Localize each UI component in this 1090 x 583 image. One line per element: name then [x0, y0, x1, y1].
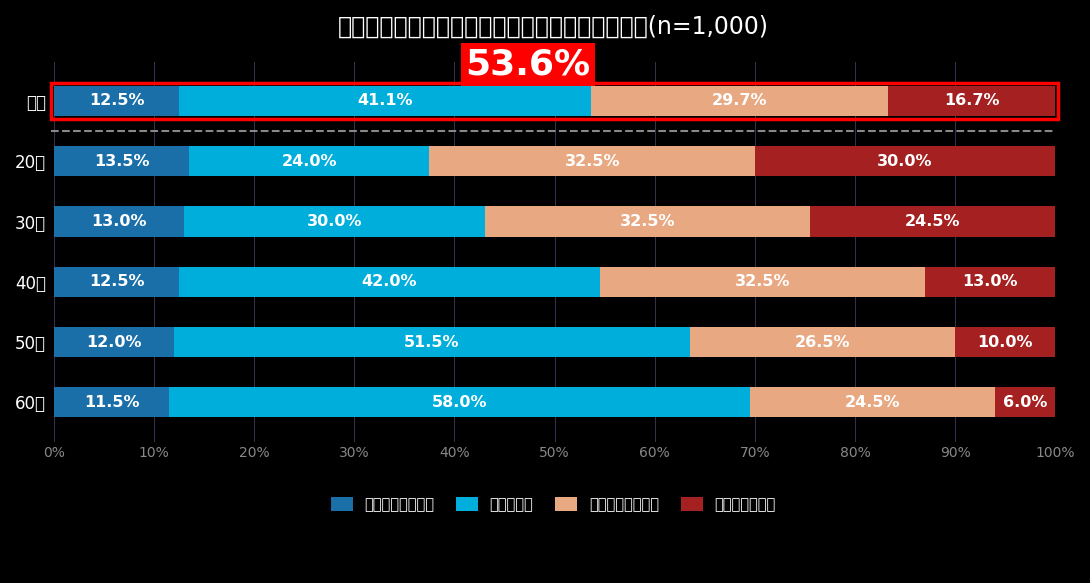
Text: 13.0%: 13.0%	[962, 275, 1018, 289]
Text: 51.5%: 51.5%	[404, 335, 460, 350]
Bar	[174, 327, 690, 357]
Bar	[51, 83, 1058, 119]
Text: 32.5%: 32.5%	[565, 154, 620, 168]
Bar	[690, 327, 955, 357]
Bar	[190, 146, 429, 176]
Text: 12.5%: 12.5%	[88, 93, 144, 108]
Text: 58.0%: 58.0%	[432, 395, 487, 410]
Text: 10.0%: 10.0%	[978, 335, 1033, 350]
Text: 13.5%: 13.5%	[94, 154, 149, 168]
Title: あなたは環境問題にどの程度関心がありますか？(n=1,000): あなたは環境問題にどの程度関心がありますか？(n=1,000)	[338, 15, 768, 39]
Text: 6.0%: 6.0%	[1003, 395, 1047, 410]
Text: 24.0%: 24.0%	[281, 154, 337, 168]
Bar	[179, 267, 600, 297]
Bar	[54, 327, 174, 357]
Text: 42.0%: 42.0%	[362, 275, 417, 289]
Text: 29.7%: 29.7%	[712, 93, 767, 108]
Bar	[888, 86, 1055, 116]
Text: 41.1%: 41.1%	[358, 93, 413, 108]
Bar	[179, 86, 591, 116]
Text: 26.5%: 26.5%	[795, 335, 850, 350]
Bar	[591, 86, 888, 116]
Text: 11.5%: 11.5%	[84, 395, 140, 410]
Bar	[810, 206, 1055, 237]
Bar	[955, 327, 1055, 357]
Text: 16.7%: 16.7%	[944, 93, 1000, 108]
Text: 13.0%: 13.0%	[92, 214, 147, 229]
Bar	[184, 206, 485, 237]
Bar	[54, 387, 169, 417]
Text: 24.5%: 24.5%	[845, 395, 900, 410]
Text: 24.5%: 24.5%	[905, 214, 960, 229]
Bar	[54, 86, 179, 116]
Text: 30.0%: 30.0%	[877, 154, 933, 168]
Text: 12.0%: 12.0%	[86, 335, 142, 350]
Bar	[54, 146, 190, 176]
Bar	[600, 267, 925, 297]
Bar	[54, 267, 179, 297]
Bar	[429, 146, 755, 176]
Text: 53.6%: 53.6%	[465, 48, 591, 82]
Text: 12.5%: 12.5%	[88, 275, 144, 289]
Bar	[169, 387, 750, 417]
Bar	[995, 387, 1055, 417]
Text: 30.0%: 30.0%	[306, 214, 362, 229]
Bar	[485, 206, 810, 237]
Text: 32.5%: 32.5%	[735, 275, 790, 289]
Text: 32.5%: 32.5%	[619, 214, 675, 229]
Bar	[925, 267, 1055, 297]
Bar	[755, 146, 1055, 176]
Bar	[54, 206, 184, 237]
Legend: とても関心がある, 関心がある, あまり関心がない, 全く関心がない: とても関心がある, 関心がある, あまり関心がない, 全く関心がない	[325, 491, 782, 518]
Bar	[750, 387, 995, 417]
